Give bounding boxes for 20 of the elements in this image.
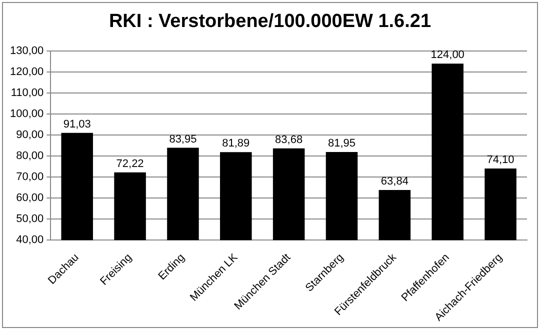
y-tick-label: 120,00 [10,66,44,78]
data-label: 74,10 [486,154,514,166]
data-label: 91,03 [63,118,91,130]
data-label: 72,22 [116,158,144,170]
y-tick-label: 50,00 [16,213,44,226]
y-tick-label: 110,00 [10,87,44,100]
data-label: 81,95 [328,138,356,150]
data-label: 83,95 [169,133,197,146]
y-tick-label: 70,00 [16,171,44,184]
data-label: 63,84 [380,176,408,188]
y-tick-label: 130,00 [10,45,44,58]
data-label: 81,89 [222,138,250,150]
y-tick-label: 60,00 [16,192,44,204]
y-tick-label: 90,00 [16,129,44,142]
y-tick-label: 80,00 [16,150,44,162]
data-label: 83,68 [275,134,303,146]
data-label: 124,00 [430,49,464,62]
y-tick-label: 40,00 [16,234,44,246]
y-tick-label: 100,00 [10,108,44,120]
chart-title: RKI : Verstorbene/100.000EW 1.6.21 [108,11,432,33]
